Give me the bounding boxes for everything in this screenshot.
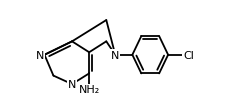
Text: N: N — [68, 79, 76, 89]
Text: N: N — [36, 50, 44, 60]
Text: N: N — [110, 50, 119, 60]
Text: NH₂: NH₂ — [78, 84, 99, 94]
Text: Cl: Cl — [182, 50, 193, 60]
